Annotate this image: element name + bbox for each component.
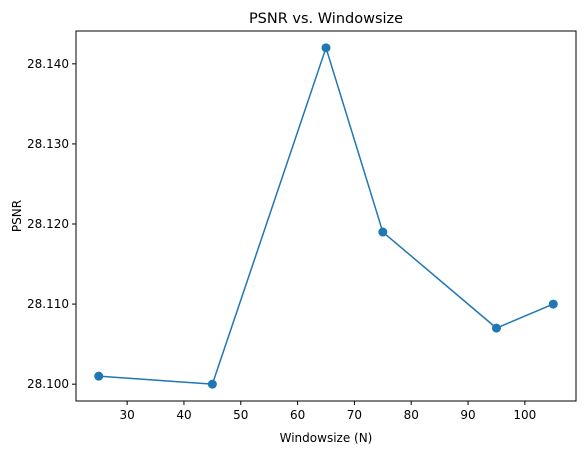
x-tick-label: 50	[233, 408, 248, 422]
x-axis: 30 40 50 60 70 80 90 100	[119, 401, 536, 422]
data-point	[94, 371, 104, 381]
plot-area	[75, 30, 577, 402]
data-point	[491, 323, 501, 333]
x-tick-label: 30	[119, 408, 134, 422]
x-tick-label: 90	[460, 408, 475, 422]
data-point	[378, 227, 388, 237]
y-tick-label: 28.140	[27, 57, 69, 71]
data-point	[548, 299, 558, 309]
series-line	[98, 47, 554, 385]
data-point	[207, 379, 217, 389]
y-tick-label: 28.120	[27, 217, 69, 231]
y-axis-label: PSNR	[10, 200, 24, 232]
data-point	[321, 43, 331, 53]
y-tick-label: 28.100	[27, 377, 69, 391]
y-tick-label: 28.130	[27, 137, 69, 151]
x-tick-label: 70	[347, 408, 362, 422]
x-tick-label: 40	[176, 408, 191, 422]
x-tick-label: 60	[290, 408, 305, 422]
series-layer	[94, 43, 558, 389]
y-axis: 28.100 28.110 28.120 28.130 28.140	[27, 57, 76, 391]
y-tick-label: 28.110	[27, 297, 69, 311]
x-axis-label: Windowsize (N)	[280, 431, 373, 445]
x-tick-label: 80	[404, 408, 419, 422]
x-tick-label: 100	[513, 408, 536, 422]
chart-title: PSNR vs. Windowsize	[249, 11, 403, 27]
